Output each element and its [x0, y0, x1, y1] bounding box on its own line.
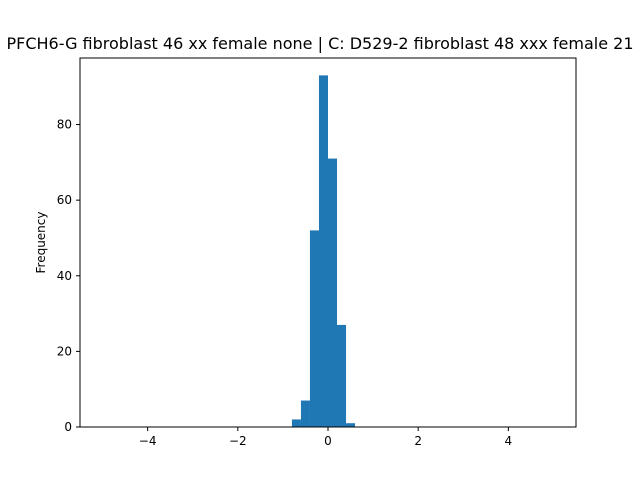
histogram-bar-2: [309, 230, 319, 427]
y-tick-label: 60: [57, 193, 72, 207]
x-tick-label: −2: [229, 434, 247, 448]
histogram-bar-3: [318, 75, 328, 428]
histogram-bar-0: [291, 419, 301, 427]
x-tick-label: 2: [414, 434, 422, 448]
histogram-bar-1: [300, 400, 310, 427]
histogram-bar-6: [346, 423, 356, 427]
y-tick-label: 20: [57, 344, 72, 358]
y-axis: 0 20 40 60 80: [57, 118, 80, 434]
x-axis: −4 −2 0 2 4: [139, 427, 512, 448]
histogram-bar-4: [328, 158, 338, 427]
chart-title: PFCH6-G fibroblast 46 xx female none | C…: [6, 34, 633, 53]
x-tick-label: 4: [505, 434, 513, 448]
y-tick-label: 0: [64, 420, 72, 434]
x-tick-label: −4: [139, 434, 157, 448]
y-tick-label: 80: [57, 118, 72, 132]
plot-area: [291, 75, 356, 428]
histogram-bar-5: [337, 324, 347, 427]
y-tick-label: 40: [57, 269, 72, 283]
y-axis-label: Frequency: [34, 212, 48, 274]
x-tick-label: 0: [324, 434, 332, 448]
